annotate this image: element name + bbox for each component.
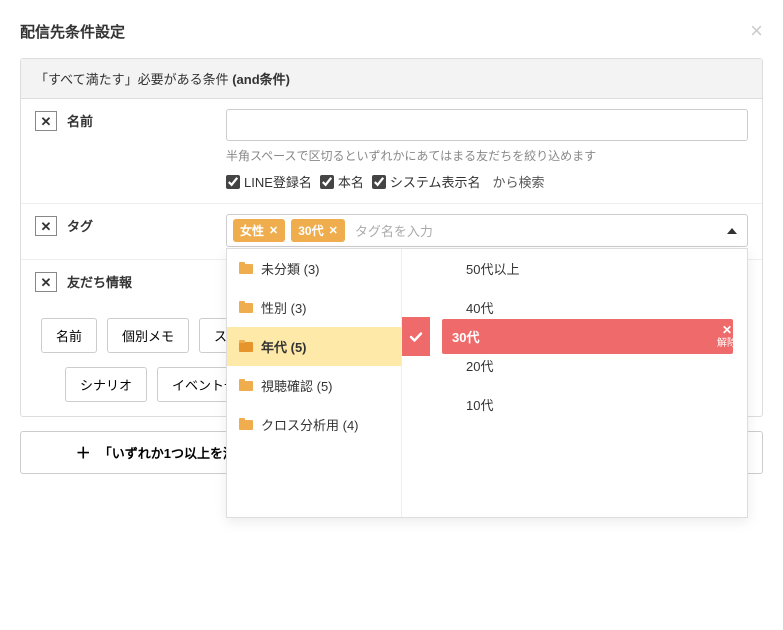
- condition-row-tag: ✕ タグ 女性✕ 30代✕ タグ名を入力 未分類 (3) 性別 (3) 年代 (…: [21, 204, 762, 260]
- folder-gender[interactable]: 性別 (3): [227, 288, 401, 327]
- check-icon: [408, 329, 424, 345]
- folder-icon: [239, 419, 253, 430]
- checks-trail: から検索: [493, 172, 545, 191]
- name-input[interactable]: [226, 109, 748, 141]
- check-system-name[interactable]: システム表示名: [372, 172, 481, 191]
- row-label-tag: タグ: [67, 216, 93, 235]
- and-header-bold: (and条件): [232, 72, 290, 87]
- tag-option-10s[interactable]: 10代: [402, 385, 747, 424]
- tag-chip-female-remove-icon[interactable]: ✕: [269, 224, 278, 237]
- tag-option-list: 50代以上 40代 30代 ✕解除 20代 10代: [402, 249, 747, 517]
- folder-age[interactable]: 年代 (5): [227, 327, 401, 366]
- row-label-friend-info: 友だち情報: [67, 272, 132, 291]
- folder-uncategorized[interactable]: 未分類 (3): [227, 249, 401, 288]
- caret-up-icon[interactable]: [727, 228, 737, 234]
- check-real-name[interactable]: 本名: [320, 172, 364, 191]
- row-label-name: 名前: [67, 111, 93, 130]
- tag-dropdown: 未分類 (3) 性別 (3) 年代 (5) 視聴確認 (5) クロス分析用 (4…: [226, 248, 748, 518]
- tag-placeholder: タグ名を入力: [355, 221, 433, 240]
- tag-option-release[interactable]: ✕解除: [717, 324, 737, 348]
- folder-icon: [239, 263, 253, 274]
- check-real-name-box[interactable]: [320, 175, 334, 189]
- tag-option-30s[interactable]: 30代 ✕解除: [402, 327, 747, 346]
- check-line-name-box[interactable]: [226, 175, 240, 189]
- quick-scenario-button[interactable]: シナリオ: [65, 367, 147, 402]
- check-system-name-box[interactable]: [372, 175, 386, 189]
- remove-tag-button[interactable]: ✕: [35, 216, 57, 236]
- and-header-prefix: 「すべて満たす」必要がある条件: [35, 72, 232, 87]
- tag-option-20s[interactable]: 20代: [402, 346, 747, 385]
- folder-icon: [239, 380, 253, 391]
- condition-row-name: ✕ 名前 半角スペースで区切るといずれかにあてはまる友だちを絞り込めます LIN…: [21, 99, 762, 204]
- check-line-name[interactable]: LINE登録名: [226, 172, 312, 191]
- and-conditions-header: 「すべて満たす」必要がある条件 (and条件): [21, 59, 762, 99]
- tag-input[interactable]: 女性✕ 30代✕ タグ名を入力: [226, 214, 748, 247]
- tag-chip-female[interactable]: 女性✕: [233, 219, 285, 242]
- and-conditions-panel: 「すべて満たす」必要がある条件 (and条件) ✕ 名前 半角スペースで区切ると…: [20, 58, 763, 417]
- folder-icon: [239, 302, 253, 313]
- name-hint: 半角スペースで区切るといずれかにあてはまる友だちを絞り込めます: [226, 147, 748, 164]
- tag-option-50plus[interactable]: 50代以上: [402, 249, 747, 288]
- folder-open-icon: [239, 341, 253, 352]
- tag-folder-list: 未分類 (3) 性別 (3) 年代 (5) 視聴確認 (5) クロス分析用 (4…: [227, 249, 402, 517]
- remove-friend-info-button[interactable]: ✕: [35, 272, 57, 292]
- close-icon[interactable]: ×: [750, 18, 763, 44]
- quick-name-button[interactable]: 名前: [41, 318, 97, 353]
- tag-chip-30s[interactable]: 30代✕: [291, 219, 345, 242]
- tag-chip-30s-remove-icon[interactable]: ✕: [329, 224, 338, 237]
- quick-memo-button[interactable]: 個別メモ: [107, 318, 189, 353]
- plus-icon: ＋: [76, 442, 91, 463]
- remove-name-button[interactable]: ✕: [35, 111, 57, 131]
- folder-viewing[interactable]: 視聴確認 (5): [227, 366, 401, 405]
- folder-cross[interactable]: クロス分析用 (4): [227, 405, 401, 444]
- modal-title: 配信先条件設定: [20, 21, 125, 42]
